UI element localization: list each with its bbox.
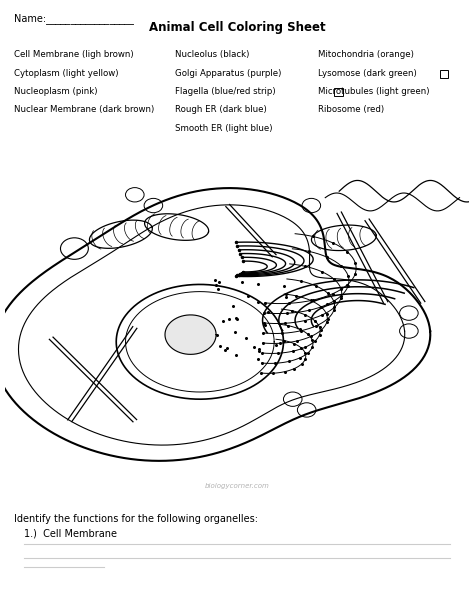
Polygon shape [165, 315, 216, 354]
Text: Nucleoplasm (pink): Nucleoplasm (pink) [14, 87, 98, 96]
Text: Animal Cell Coloring Sheet: Animal Cell Coloring Sheet [149, 21, 325, 34]
Text: Cell Membrane (ligh brown): Cell Membrane (ligh brown) [14, 50, 134, 59]
Text: Name:__________________: Name:__________________ [14, 13, 134, 25]
Text: Lysomose (dark green): Lysomose (dark green) [318, 69, 416, 78]
Text: Rough ER (dark blue): Rough ER (dark blue) [175, 105, 267, 115]
Text: Ribosome (red): Ribosome (red) [318, 105, 384, 115]
Text: Smooth ER (light blue): Smooth ER (light blue) [175, 124, 273, 133]
Text: Flagella (blue/red strip): Flagella (blue/red strip) [175, 87, 276, 96]
Text: biologycorner.com: biologycorner.com [205, 483, 269, 489]
Text: Golgi Apparatus (purple): Golgi Apparatus (purple) [175, 69, 282, 78]
Text: Microtubules (light green): Microtubules (light green) [318, 87, 429, 96]
Text: 1.)  Cell Membrane: 1.) Cell Membrane [24, 528, 117, 538]
Text: Identify the functions for the following organelles:: Identify the functions for the following… [14, 514, 258, 524]
Text: Nuclear Membrane (dark brown): Nuclear Membrane (dark brown) [14, 105, 155, 115]
Text: Mitochondria (orange): Mitochondria (orange) [318, 50, 413, 59]
Text: Cytoplasm (light yellow): Cytoplasm (light yellow) [14, 69, 118, 78]
Text: Nucleolus (black): Nucleolus (black) [175, 50, 250, 59]
